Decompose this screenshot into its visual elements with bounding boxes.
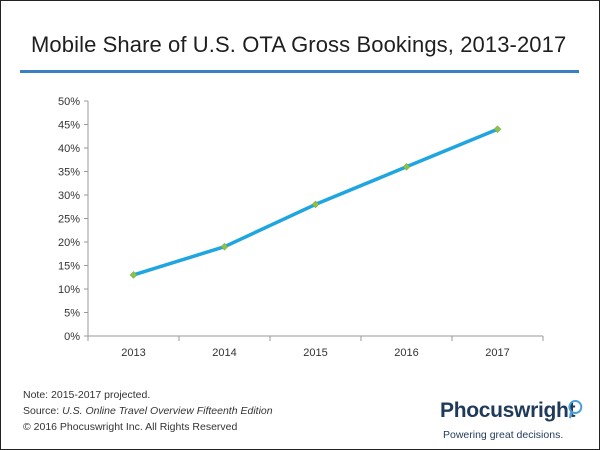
x-tick-label: 2016: [394, 347, 418, 359]
y-tick-label: 25%: [58, 214, 80, 226]
y-tick-label: 0%: [64, 331, 80, 343]
y-tick-label: 30%: [58, 190, 80, 202]
y-tick-label: 20%: [58, 237, 80, 249]
copyright-note: © 2016 Phocuswright Inc. All Rights Rese…: [23, 421, 238, 433]
brand-tagline: Powering great decisions.: [443, 429, 564, 441]
source-prefix: Source:: [23, 405, 63, 417]
y-tick-label: 5%: [64, 308, 80, 320]
y-tick-label: 35%: [58, 167, 80, 179]
brand-name: Phocuswright: [440, 399, 576, 422]
x-tick-label: 2017: [485, 347, 509, 359]
x-tick-label: 2015: [303, 347, 327, 359]
data-point: [493, 125, 502, 134]
y-tick-label: 45%: [58, 120, 80, 132]
projection-note: Note: 2015-2017 projected.: [23, 389, 151, 401]
data-point: [220, 242, 229, 251]
y-axis-ticks: 0% 5% 10% 15% 20% 25% 30% 35% 40% 45% 50%: [58, 96, 88, 343]
y-tick-label: 10%: [58, 284, 80, 296]
x-tick-label: 2013: [121, 347, 145, 359]
data-point: [311, 200, 320, 209]
x-tick-label: 2014: [212, 347, 236, 359]
y-tick-label: 15%: [58, 261, 80, 273]
data-point: [129, 271, 138, 279]
x-axis-ticks: 2013 2014 2015 2016 2017: [87, 336, 544, 359]
phocuswright-logo: Phocuswright Powering great decisions.: [440, 399, 590, 441]
chart-title: Mobile Share of U.S. OTA Gross Bookings,…: [31, 32, 567, 57]
data-point: [402, 162, 411, 171]
chart-axes: [87, 101, 543, 337]
chart-series: [129, 125, 502, 279]
source-note: Source: U.S. Online Travel Overview Fift…: [23, 405, 273, 417]
speech-bubble-icon: [568, 400, 583, 419]
y-tick-label: 50%: [58, 96, 80, 108]
y-tick-label: 40%: [58, 143, 80, 155]
title-underline: [20, 70, 579, 73]
source-title: U.S. Online Travel Overview Fifteenth Ed…: [62, 405, 273, 417]
